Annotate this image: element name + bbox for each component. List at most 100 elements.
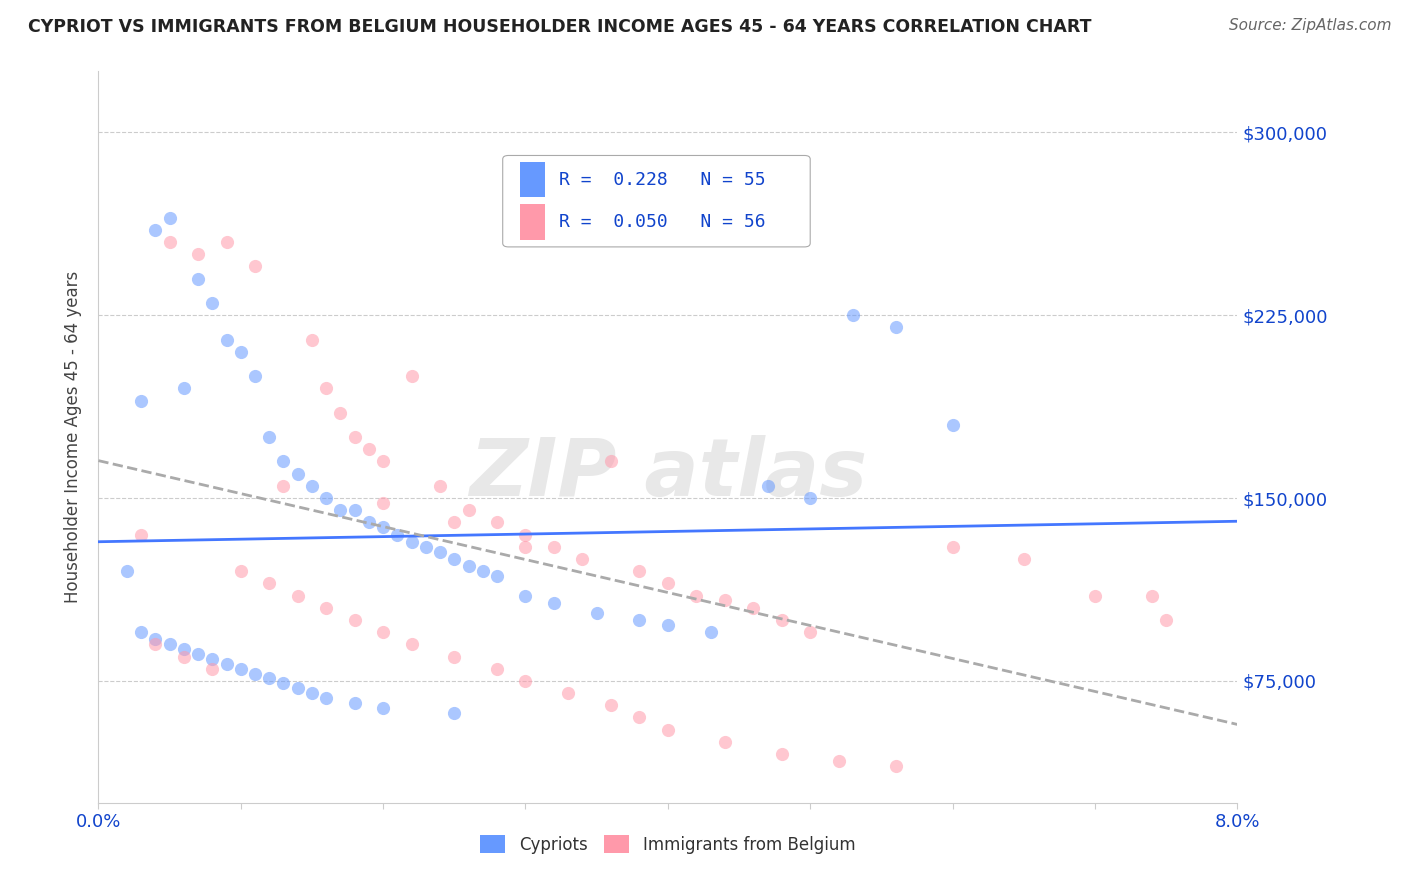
Point	[1084, 589, 1107, 603]
Point	[371, 625, 394, 640]
Point	[115, 564, 138, 578]
Point	[401, 535, 423, 549]
Point	[942, 540, 965, 554]
Point	[159, 235, 181, 249]
Point	[357, 442, 380, 457]
Point	[799, 625, 821, 640]
Point	[486, 662, 509, 676]
Point	[942, 417, 965, 432]
Point	[628, 613, 651, 627]
Point	[600, 454, 623, 468]
Point	[628, 564, 651, 578]
Legend: Cypriots, Immigrants from Belgium: Cypriots, Immigrants from Belgium	[474, 829, 862, 860]
Point	[401, 369, 423, 384]
Point	[714, 735, 737, 749]
Point	[243, 666, 266, 681]
Point	[287, 681, 309, 696]
Point	[129, 527, 152, 541]
Point	[315, 381, 337, 395]
Point	[201, 652, 224, 666]
Point	[145, 632, 167, 647]
Point	[742, 600, 765, 615]
Point	[343, 613, 366, 627]
Point	[229, 662, 252, 676]
Point	[343, 503, 366, 517]
Point	[201, 662, 224, 676]
FancyBboxPatch shape	[520, 162, 546, 197]
Point	[457, 503, 479, 517]
Point	[129, 625, 152, 640]
Point	[301, 333, 323, 347]
Point	[657, 576, 679, 591]
Point	[173, 642, 195, 657]
Point	[187, 247, 209, 261]
Point	[401, 637, 423, 651]
Y-axis label: Householder Income Ages 45 - 64 years: Householder Income Ages 45 - 64 years	[65, 271, 83, 603]
Point	[259, 576, 281, 591]
Point	[600, 698, 623, 713]
Point	[657, 617, 679, 632]
Point	[443, 516, 465, 530]
Point	[145, 637, 167, 651]
Point	[387, 527, 409, 541]
Point	[515, 589, 537, 603]
Point	[714, 593, 737, 607]
Point	[159, 637, 181, 651]
FancyBboxPatch shape	[520, 204, 546, 240]
Point	[515, 527, 537, 541]
Point	[543, 596, 565, 610]
Point	[215, 657, 238, 671]
Point	[287, 467, 309, 481]
Point	[329, 406, 352, 420]
Point	[471, 564, 494, 578]
Point	[415, 540, 437, 554]
Point	[243, 369, 266, 384]
Point	[287, 589, 309, 603]
Point	[371, 454, 394, 468]
Point	[543, 540, 565, 554]
Point	[828, 755, 851, 769]
Text: Source: ZipAtlas.com: Source: ZipAtlas.com	[1229, 18, 1392, 33]
Point	[229, 564, 252, 578]
Point	[429, 479, 451, 493]
Point	[699, 625, 721, 640]
Point	[371, 700, 394, 714]
Point	[343, 430, 366, 444]
Point	[371, 496, 394, 510]
Text: R =  0.050   N = 56: R = 0.050 N = 56	[558, 213, 765, 231]
Point	[229, 344, 252, 359]
Point	[329, 503, 352, 517]
Point	[842, 308, 865, 322]
Point	[273, 454, 295, 468]
Point	[301, 686, 323, 700]
Point	[259, 672, 281, 686]
Point	[201, 296, 224, 310]
Point	[571, 552, 593, 566]
FancyBboxPatch shape	[503, 155, 810, 247]
Point	[443, 706, 465, 720]
Point	[357, 516, 380, 530]
Text: R =  0.228   N = 55: R = 0.228 N = 55	[558, 170, 765, 188]
Point	[770, 613, 793, 627]
Text: ZIP atlas: ZIP atlas	[468, 434, 868, 513]
Point	[515, 540, 537, 554]
Point	[173, 649, 195, 664]
Point	[486, 516, 509, 530]
Point	[187, 271, 209, 285]
Point	[457, 559, 479, 574]
Point	[1154, 613, 1177, 627]
Point	[1012, 552, 1035, 566]
Point	[173, 381, 195, 395]
Point	[585, 606, 607, 620]
Point	[515, 673, 537, 688]
Point	[301, 479, 323, 493]
Point	[770, 747, 793, 761]
Point	[685, 589, 707, 603]
Text: CYPRIOT VS IMMIGRANTS FROM BELGIUM HOUSEHOLDER INCOME AGES 45 - 64 YEARS CORRELA: CYPRIOT VS IMMIGRANTS FROM BELGIUM HOUSE…	[28, 18, 1091, 36]
Point	[159, 211, 181, 225]
Point	[315, 690, 337, 705]
Point	[657, 723, 679, 737]
Point	[145, 223, 167, 237]
Point	[756, 479, 779, 493]
Point	[486, 569, 509, 583]
